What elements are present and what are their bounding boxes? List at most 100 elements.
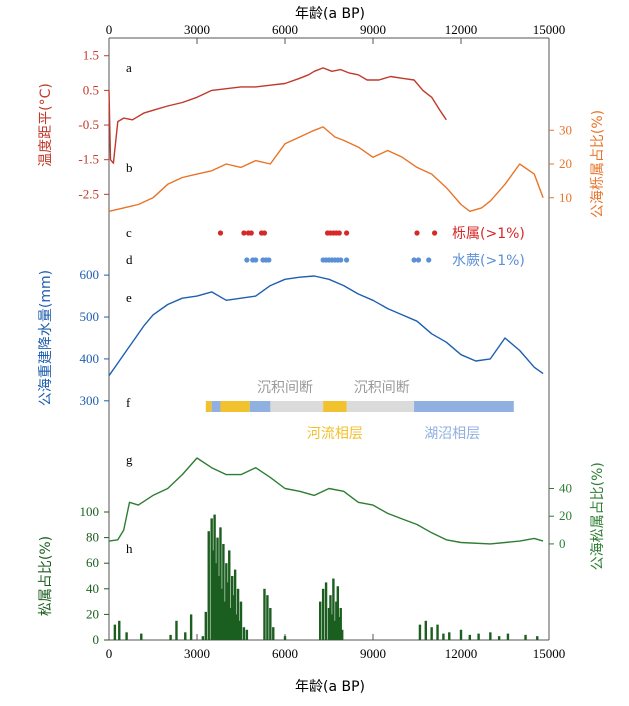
scatter-point-c bbox=[241, 230, 247, 236]
panel-label-e: e bbox=[126, 290, 132, 305]
bar-h bbox=[184, 632, 187, 640]
bar-h bbox=[175, 620, 178, 640]
bar-h bbox=[245, 629, 249, 640]
bar-h bbox=[468, 634, 471, 640]
top-axis-title: 年龄(a BP) bbox=[295, 6, 365, 22]
panel-label-b: b bbox=[126, 160, 133, 175]
bar-h bbox=[242, 627, 246, 640]
bar-h bbox=[239, 601, 243, 640]
scatter-point-d bbox=[426, 257, 432, 263]
y-tick-label-e: 600 bbox=[80, 267, 100, 282]
bar-h bbox=[220, 588, 224, 640]
bar-h bbox=[214, 563, 218, 640]
bar-h bbox=[506, 633, 510, 640]
facies-label: 湖沼相层 bbox=[424, 426, 480, 442]
bar-h bbox=[232, 595, 235, 640]
bar-h bbox=[201, 636, 205, 640]
y-tick-label-b: 20 bbox=[559, 156, 572, 171]
series-line-a bbox=[108, 67, 447, 164]
bar-h bbox=[231, 576, 234, 640]
bar-h bbox=[113, 624, 117, 640]
bar-h bbox=[524, 634, 527, 640]
bar-h bbox=[236, 588, 240, 640]
scatter-point-c bbox=[344, 230, 350, 236]
bar-h bbox=[125, 632, 128, 640]
panel-label-g: g bbox=[126, 452, 133, 467]
bar-h bbox=[169, 634, 172, 640]
y-tick-label-h: 80 bbox=[86, 530, 99, 545]
strata-segment-lacustrine bbox=[211, 401, 221, 412]
scatter-point-d bbox=[344, 257, 350, 263]
bar-h bbox=[189, 614, 193, 640]
y-axis-title-g: 公海松属占比(%) bbox=[590, 462, 606, 570]
bar-h bbox=[430, 627, 433, 640]
bar-h bbox=[217, 576, 221, 640]
bar-h bbox=[213, 514, 216, 640]
legend-label-c: 栎属(>1%) bbox=[452, 226, 525, 242]
bar-h bbox=[424, 620, 427, 640]
bar-h bbox=[341, 629, 344, 640]
bar-h bbox=[329, 595, 332, 640]
strata-segment-lacustrine bbox=[414, 401, 514, 412]
bar-h bbox=[497, 636, 501, 640]
y-axis-title-h: 松属占比(%) bbox=[38, 536, 54, 616]
bar-h bbox=[338, 616, 341, 640]
y-tick-label-g: 40 bbox=[559, 480, 572, 495]
y-tick-label-b: 10 bbox=[559, 190, 572, 205]
bar-h bbox=[536, 636, 539, 640]
scatter-point-c bbox=[414, 230, 420, 236]
y-tick-label-a: -1.5 bbox=[78, 152, 99, 167]
y-axis-title-e: 公海重建降水量(mm) bbox=[38, 270, 54, 406]
hiatus-label: 沉积间断 bbox=[354, 380, 410, 396]
y-axis-title-a: 温度距平(°C) bbox=[38, 83, 54, 167]
y-tick-label-g: 0 bbox=[559, 536, 566, 551]
bar-h bbox=[263, 588, 266, 640]
strata-segment-lacustrine bbox=[249, 401, 271, 412]
bar-h bbox=[321, 588, 325, 640]
series-line-b bbox=[108, 126, 544, 212]
bar-h bbox=[448, 632, 451, 640]
scatter-point-c bbox=[248, 230, 254, 236]
bar-h bbox=[235, 614, 238, 640]
bar-h bbox=[223, 601, 227, 640]
strata-segment-hiatus bbox=[346, 401, 415, 412]
y-tick-label-h: 100 bbox=[80, 504, 100, 519]
y-tick-label-a: 1.5 bbox=[83, 48, 99, 63]
top-x-tick-label: 9000 bbox=[360, 22, 386, 37]
panel-label-d: d bbox=[126, 252, 133, 267]
y-tick-label-a: -2.5 bbox=[78, 186, 99, 201]
bar-h bbox=[210, 518, 213, 640]
strata-segment-fluvial bbox=[323, 401, 347, 412]
bar-h bbox=[436, 624, 439, 640]
bar-h bbox=[477, 633, 480, 640]
bar-h bbox=[327, 608, 331, 640]
bar-h bbox=[228, 550, 231, 640]
bottom-axis-title: 年龄(a BP) bbox=[295, 679, 365, 695]
bar-h bbox=[442, 633, 445, 640]
series-line-e bbox=[108, 275, 544, 377]
scatter-point-d bbox=[415, 257, 422, 263]
bar-h bbox=[211, 550, 215, 640]
bottom-x-tick-label: 15000 bbox=[533, 646, 566, 661]
bar-h bbox=[339, 608, 342, 640]
scatter-point-c bbox=[261, 230, 268, 236]
scatter-point-c bbox=[336, 230, 342, 236]
scatter-point-d bbox=[253, 257, 259, 263]
scatter-point-d bbox=[266, 257, 272, 263]
y-tick-label-h: 20 bbox=[86, 606, 99, 621]
hiatus-label: 沉积间断 bbox=[257, 380, 313, 396]
bar-h bbox=[418, 624, 422, 640]
bar-h bbox=[333, 620, 337, 640]
y-tick-label-g: 20 bbox=[559, 508, 572, 523]
y-tick-label-a: 0.5 bbox=[83, 82, 99, 97]
bar-h bbox=[335, 601, 338, 640]
panel-label-h: h bbox=[126, 541, 133, 556]
top-x-tick-label: 0 bbox=[106, 22, 113, 37]
panel-label-a: a bbox=[126, 60, 132, 75]
bar-h bbox=[233, 569, 237, 640]
facies-label: 河流相层 bbox=[307, 426, 363, 442]
panel-label-c: c bbox=[126, 225, 132, 240]
y-tick-label-h: 0 bbox=[93, 632, 100, 647]
